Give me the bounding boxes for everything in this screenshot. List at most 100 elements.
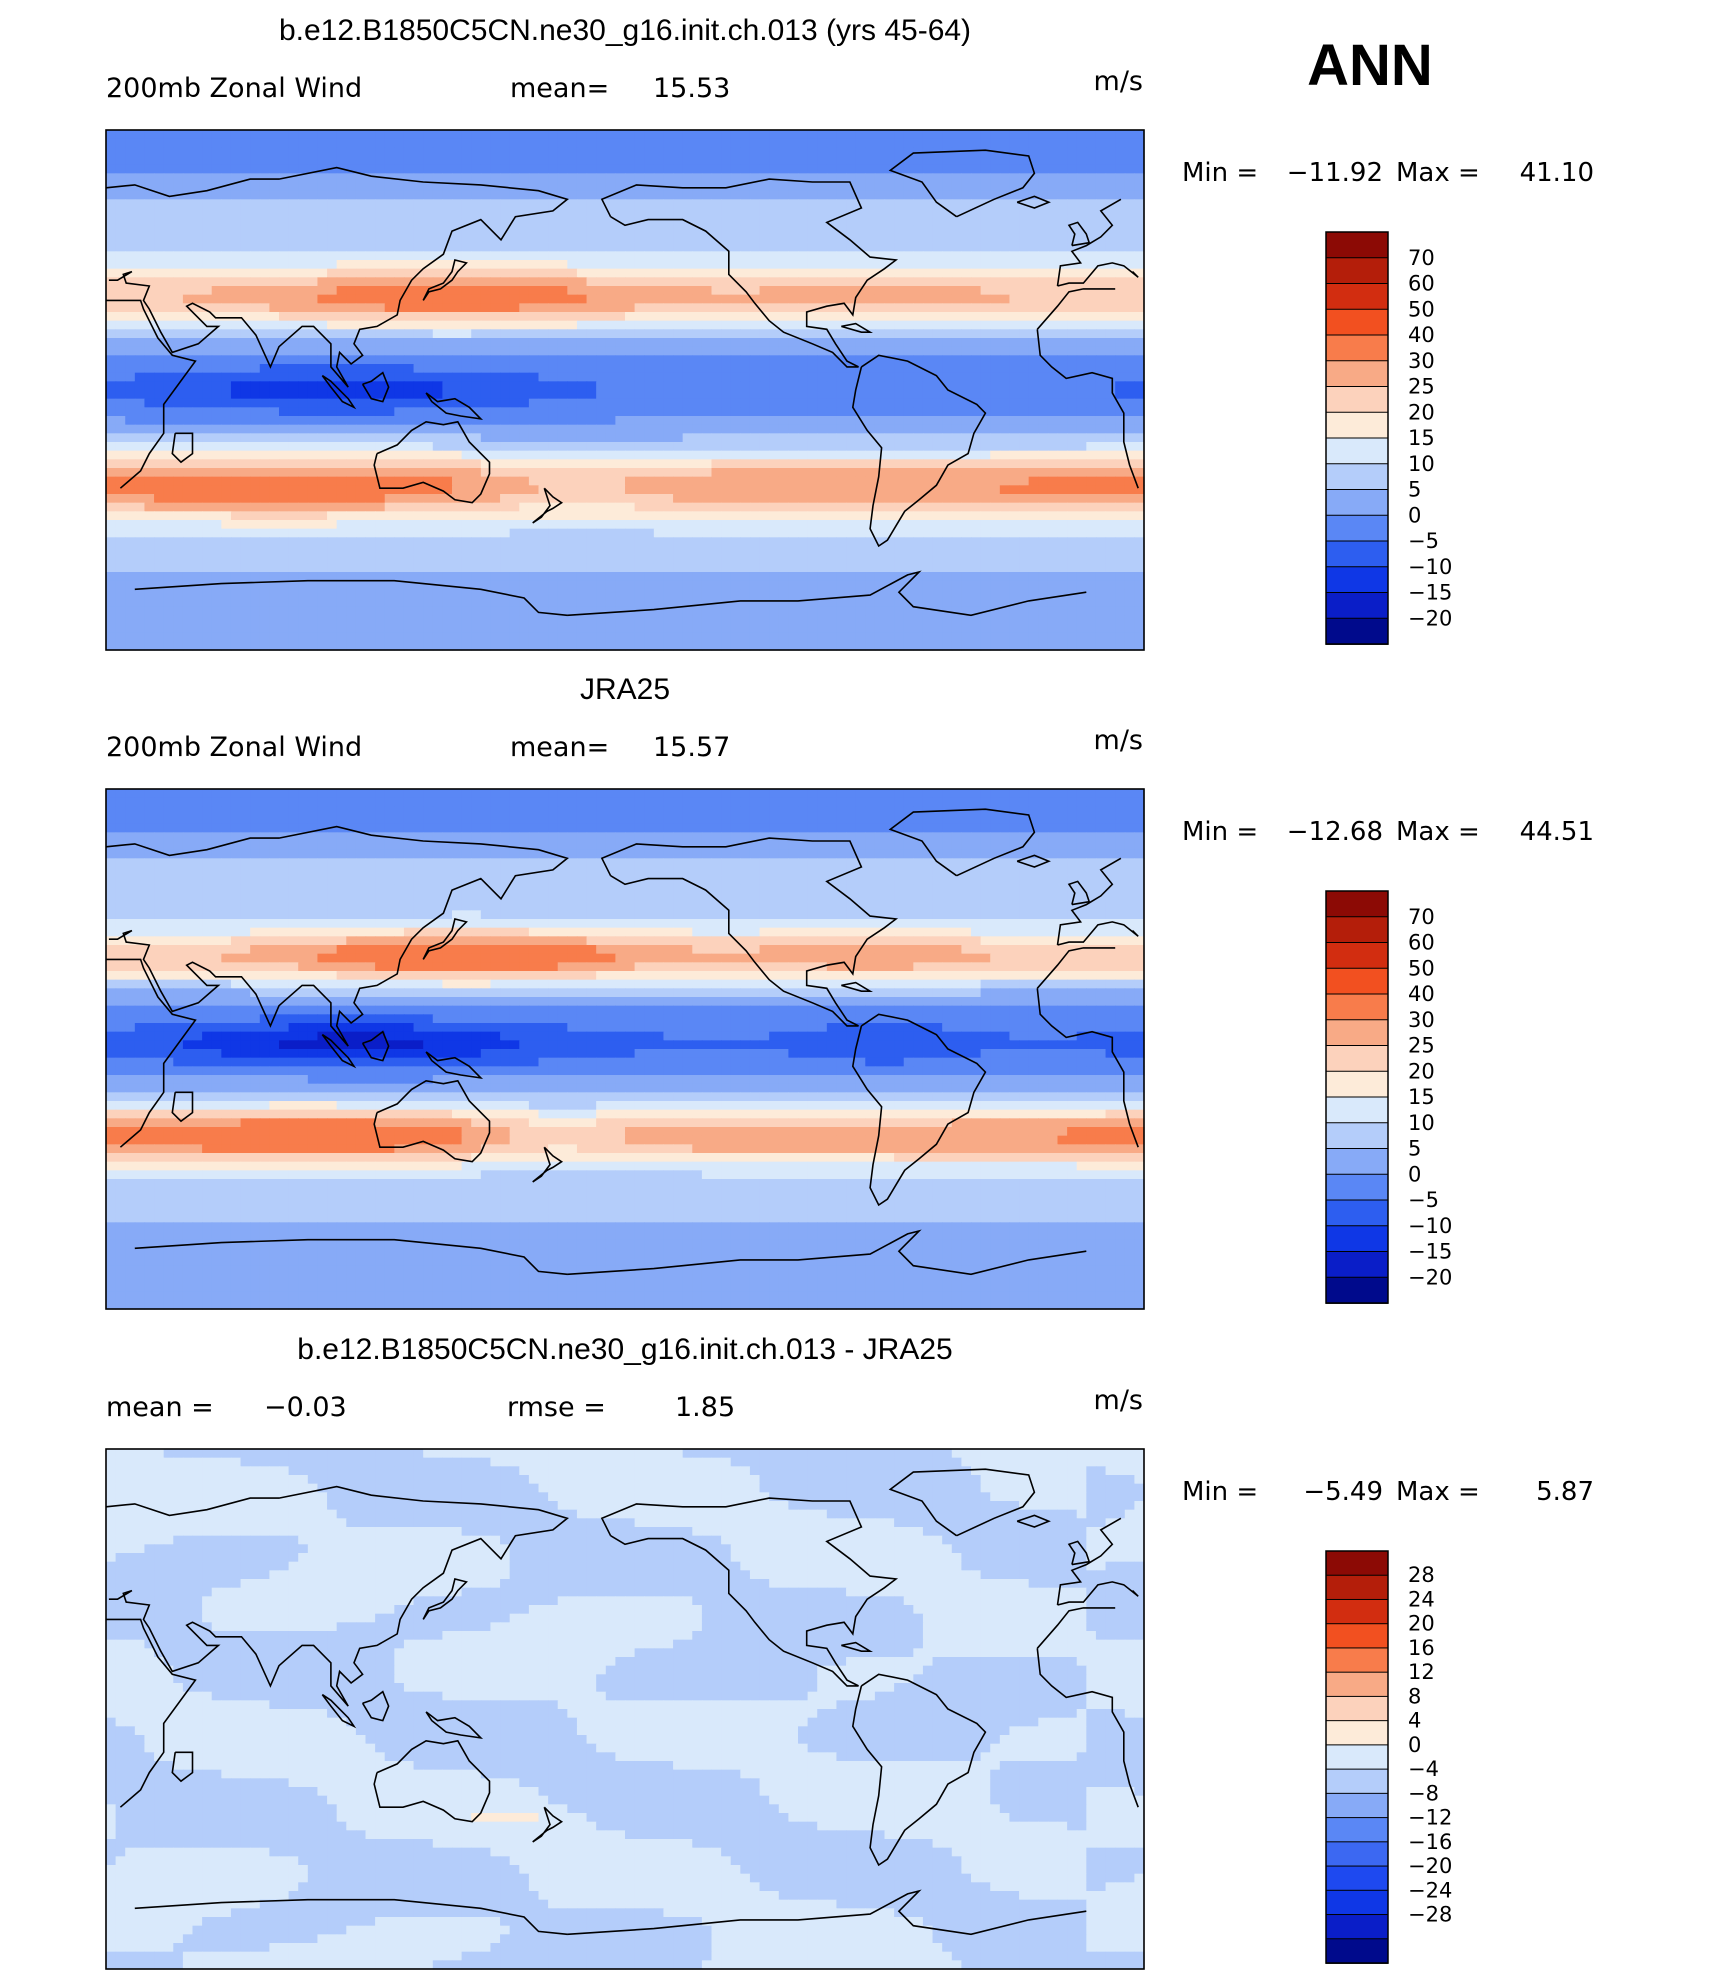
field-cell [471,295,481,304]
field-cell [327,407,337,416]
field-cell [1000,234,1010,243]
field-cell [423,147,433,156]
field-cell [683,477,693,486]
field-cell [894,277,904,286]
field-cell [1125,416,1135,425]
field-cell [394,269,404,278]
field-cell [250,173,260,182]
field-cell [1086,303,1096,312]
field-cell [856,433,866,442]
field-cell [923,425,933,434]
field-cell [346,225,356,234]
field-cell [635,416,645,425]
field-cell [260,208,270,217]
field-cell [308,191,318,200]
field-cell [356,416,366,425]
field-cell [317,459,327,468]
field-cell [885,303,895,312]
field-cell [721,208,731,217]
field-cell [933,130,943,139]
field-cell [366,165,376,174]
field-cell [961,485,971,494]
field-cell [442,139,452,148]
field-cell [961,459,971,468]
field-cell [663,286,673,295]
field-cell [462,373,472,382]
field-cell [808,312,818,321]
field-cell [298,485,308,494]
field-cell [394,147,404,156]
field-cell [462,286,472,295]
field-cell [173,147,183,156]
field-cell [317,251,327,260]
field-cell [1058,182,1068,191]
field-cell [241,147,251,156]
field-cell [606,416,616,425]
field-cell [904,321,914,330]
field-cell [423,399,433,408]
field-cell [529,312,539,321]
field-cell [510,156,520,165]
field-cell [635,459,645,468]
field-cell [1009,468,1019,477]
field-cell [894,269,904,278]
field-cell [308,416,318,425]
field-cell [913,425,923,434]
field-cell [971,173,981,182]
field-cell [125,338,135,347]
field-cell [510,381,520,390]
field-cell [904,451,914,460]
field-cell [904,208,914,217]
field-cell [990,494,1000,503]
field-cell [135,451,145,460]
field-cell [414,321,424,330]
field-cell [625,156,635,165]
field-cell [144,468,154,477]
field-cell [144,520,154,529]
field-cell [539,451,549,460]
field-cell [202,416,212,425]
field-cell [731,442,741,451]
field-cell [173,182,183,191]
field-cell [327,191,337,200]
field-cell [779,347,789,356]
field-cell [683,503,693,512]
field-cell [798,520,808,529]
field-cell [1134,425,1144,434]
field-cell [500,364,510,373]
field-cell [519,243,529,252]
field-cell [529,468,539,477]
field-cell [519,459,529,468]
field-cell [606,433,616,442]
field-cell [269,459,279,468]
field-cell [683,321,693,330]
field-cell [1038,425,1048,434]
field-cell [827,277,837,286]
field-cell [673,139,683,148]
field-cell [981,433,991,442]
field-cell [1009,234,1019,243]
field-cell [1048,260,1058,269]
field-cell [481,338,491,347]
field-cell [663,269,673,278]
field-cell [385,459,395,468]
field-cell [250,433,260,442]
field-cell [308,442,318,451]
field-cell [231,269,241,278]
field-cell [106,347,116,356]
field-cell [231,503,241,512]
field-cell [731,225,741,234]
field-cell [394,399,404,408]
field-cell [250,165,260,174]
field-cell [760,286,770,295]
field-cell [923,407,933,416]
field-cell [260,425,270,434]
field-cell [904,147,914,156]
field-cell [1048,347,1058,356]
field-cell [346,173,356,182]
field-cell [1038,459,1048,468]
field-cell [865,251,875,260]
field-cell [298,442,308,451]
field-cell [404,225,414,234]
field-cell [788,511,798,520]
